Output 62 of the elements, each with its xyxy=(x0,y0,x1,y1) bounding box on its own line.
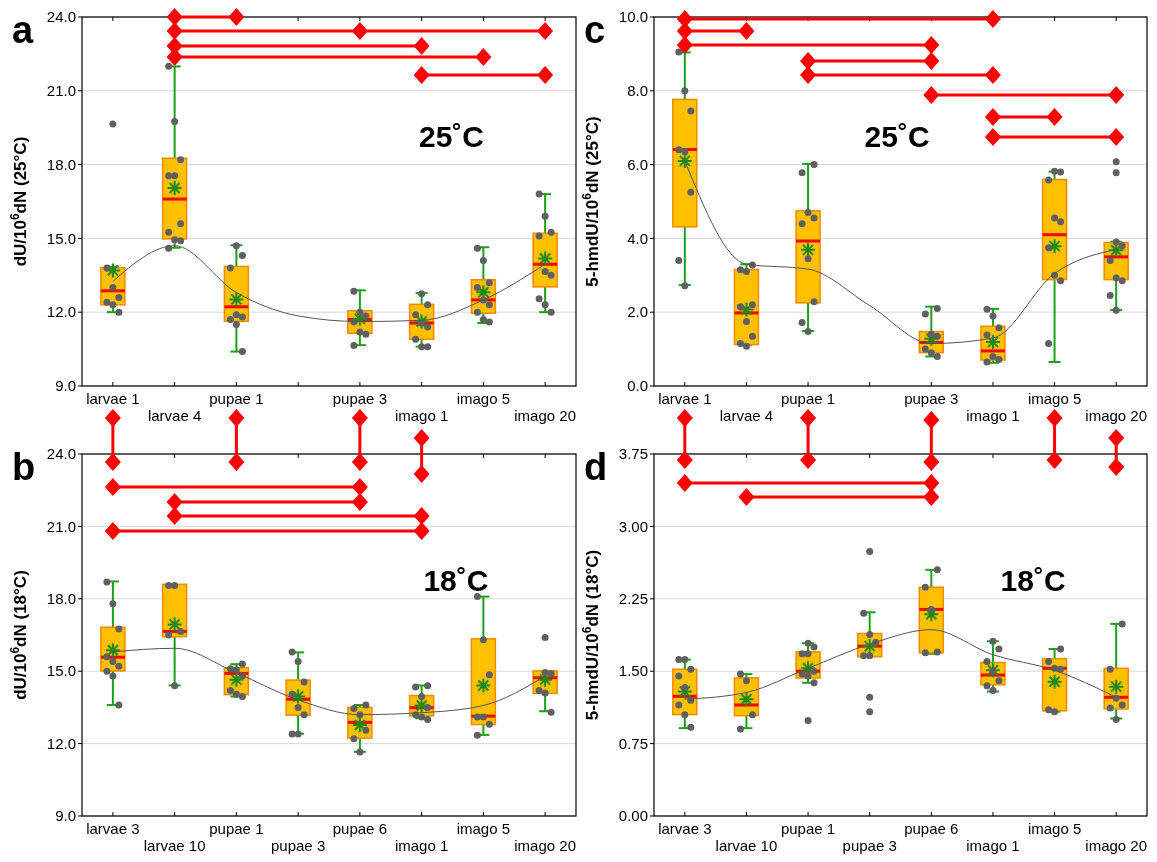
x-tick-label: imago 1 xyxy=(966,407,1020,424)
x-tick-label: pupae 3 xyxy=(842,837,897,854)
x-tick-label: pupae 1 xyxy=(780,390,836,407)
x-tick-label: imago 20 xyxy=(1085,837,1148,854)
y-tick-label: 3.75 xyxy=(618,445,648,463)
y-tick-label: 15.0 xyxy=(46,229,76,247)
annotation: 25˚C xyxy=(864,120,930,154)
x-tick-label: imago 1 xyxy=(394,837,449,854)
chart-title: b xyxy=(12,446,36,488)
y-tick-label: 0.0 xyxy=(627,377,648,395)
y-tick-label: 2.25 xyxy=(618,590,648,608)
x-tick-label: imago 5 xyxy=(1027,820,1082,837)
y-tick-label: 24.0 xyxy=(46,445,76,463)
x-tick-label: larvae 3 xyxy=(658,820,712,837)
y-tick-label: 10.0 xyxy=(618,8,648,26)
x-tick-label: pupae 3 xyxy=(332,390,387,407)
x-tick-label: imago 20 xyxy=(514,407,576,424)
x-tick-label: imago 5 xyxy=(1027,390,1082,407)
x-tick-label: larvae 3 xyxy=(86,820,140,837)
x-tick-label: pupae 6 xyxy=(904,820,959,837)
y-tick-label: 18.0 xyxy=(46,590,76,608)
x-tick-label: imago 20 xyxy=(1085,407,1148,424)
x-tick-label: larvae 10 xyxy=(143,837,206,854)
y-tick-label: 12.0 xyxy=(46,734,76,752)
annotation: 25˚C xyxy=(419,120,485,154)
y-tick-label: 0.75 xyxy=(618,734,648,752)
x-tick-label: pupae 3 xyxy=(271,837,326,854)
y-tick-label: 9.0 xyxy=(55,377,76,395)
y-tick-label: 2.0 xyxy=(627,303,648,321)
x-tick-label: larvae 1 xyxy=(658,390,712,407)
y-tick-label: 18.0 xyxy=(46,155,76,173)
chart-title: a xyxy=(12,9,34,51)
y-tick-label: 6.0 xyxy=(627,155,648,173)
chart-title: d xyxy=(584,446,608,488)
y-tick-label: 12.0 xyxy=(46,303,76,321)
x-tick-label: pupae 3 xyxy=(904,390,959,407)
y-tick-label: 24.0 xyxy=(46,8,76,26)
x-tick-label: pupae 1 xyxy=(209,820,264,837)
x-tick-label: larvae 4 xyxy=(147,407,202,424)
y-tick-label: 21.0 xyxy=(46,82,76,100)
y-tick-label: 3.00 xyxy=(618,517,648,535)
y-tick-label: 9.0 xyxy=(55,807,76,825)
x-tick-label: larvae 4 xyxy=(719,407,774,424)
y-tick-label: 21.0 xyxy=(46,517,76,535)
x-tick-label: imago 5 xyxy=(456,820,511,837)
y-tick-label: 4.0 xyxy=(627,229,648,247)
chart-title: c xyxy=(584,9,606,51)
x-tick-label: imago 5 xyxy=(456,390,511,407)
annotation: 18˚C xyxy=(1000,564,1066,598)
x-tick-label: larvae 10 xyxy=(715,837,778,854)
x-tick-label: pupae 1 xyxy=(780,820,836,837)
x-tick-label: pupae 1 xyxy=(209,390,264,407)
x-tick-label: imago 20 xyxy=(514,837,576,854)
x-tick-label: pupae 6 xyxy=(332,820,387,837)
x-tick-label: imago 1 xyxy=(966,837,1020,854)
y-tick-label: 1.50 xyxy=(618,662,648,680)
x-tick-label: imago 1 xyxy=(394,407,449,424)
annotation: 18˚C xyxy=(423,564,489,598)
y-tick-label: 15.0 xyxy=(46,662,76,680)
y-tick-label: 8.0 xyxy=(627,82,648,100)
y-tick-label: 0.00 xyxy=(618,807,648,825)
x-tick-label: larvae 1 xyxy=(86,390,140,407)
